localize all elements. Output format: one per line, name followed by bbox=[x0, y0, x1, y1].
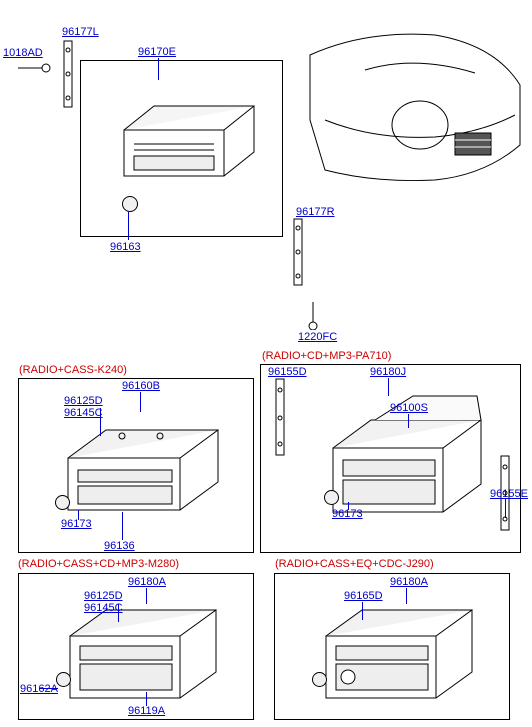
part-96155D[interactable]: 96155D bbox=[268, 366, 307, 378]
screw-1220FC bbox=[306, 300, 320, 330]
leader bbox=[122, 512, 123, 540]
part-96145C-2[interactable]: 96145C bbox=[84, 602, 123, 614]
part-96165D[interactable]: 96165D bbox=[344, 590, 383, 602]
part-96162A[interactable]: 96162A bbox=[20, 683, 58, 695]
bracket-96177R bbox=[289, 218, 305, 288]
leader bbox=[388, 378, 389, 396]
knob-96119A bbox=[312, 672, 327, 687]
leader bbox=[128, 212, 129, 240]
diagram-stage: (RADIO+CASS-K240) (RADIO+CD+MP3-PA710) (… bbox=[0, 0, 532, 727]
leader bbox=[40, 688, 58, 689]
knob-96162A bbox=[56, 672, 71, 687]
part-96155E[interactable]: 96155E bbox=[490, 488, 528, 500]
leader bbox=[406, 588, 407, 604]
part-96163[interactable]: 96163 bbox=[110, 241, 141, 253]
variant-m280: (RADIO+CASS+CD+MP3-M280) bbox=[18, 558, 179, 570]
variant-j290: (RADIO+CASS+EQ+CDC-J290) bbox=[275, 558, 434, 570]
variant-pa710: (RADIO+CD+MP3-PA710) bbox=[262, 350, 391, 362]
part-1018AD[interactable]: 1018AD bbox=[3, 47, 43, 59]
part-96160B[interactable]: 96160B bbox=[122, 380, 160, 392]
bracket-96177L bbox=[63, 40, 79, 110]
leader bbox=[78, 510, 79, 520]
knob-96173-pa710 bbox=[324, 490, 339, 505]
leader bbox=[362, 602, 363, 620]
part-96177L[interactable]: 96177L bbox=[62, 26, 99, 38]
part-96100S[interactable]: 96100S bbox=[390, 402, 428, 414]
leader bbox=[140, 392, 141, 412]
part-96170E[interactable]: 96170E bbox=[138, 46, 176, 58]
part-96177R[interactable]: 96177R bbox=[296, 206, 335, 218]
part-1220FC[interactable]: 1220FC bbox=[298, 331, 337, 343]
part-96125D-1[interactable]: 96125D bbox=[64, 395, 103, 407]
part-96180J[interactable]: 96180J bbox=[370, 366, 406, 378]
bracket-96155D bbox=[275, 378, 289, 458]
leader bbox=[100, 408, 101, 436]
part-96173-1[interactable]: 96173 bbox=[61, 518, 92, 530]
unit-96180A-m280 bbox=[52, 588, 237, 708]
part-96180A-2[interactable]: 96180A bbox=[390, 576, 428, 588]
knob-96163 bbox=[122, 196, 138, 212]
dash-sketch bbox=[305, 25, 525, 195]
part-96145C-1[interactable]: 96145C bbox=[64, 407, 103, 419]
unit-96180A-j290 bbox=[308, 588, 493, 708]
part-96125D-2[interactable]: 96125D bbox=[84, 590, 123, 602]
leader bbox=[158, 58, 159, 80]
leader bbox=[408, 414, 409, 428]
part-96119A[interactable]: 96119A bbox=[128, 705, 165, 717]
part-96180A-1[interactable]: 96180A bbox=[128, 576, 166, 588]
variant-k240: (RADIO+CASS-K240) bbox=[19, 364, 127, 376]
leader bbox=[118, 604, 119, 622]
unit-96170E bbox=[104, 78, 264, 198]
part-96136[interactable]: 96136 bbox=[104, 540, 135, 552]
leader bbox=[146, 588, 147, 604]
leader bbox=[505, 498, 506, 518]
screw-1018AD bbox=[16, 62, 52, 74]
leader bbox=[348, 502, 349, 510]
leader bbox=[146, 692, 147, 706]
knob-96173-k240 bbox=[55, 495, 70, 510]
